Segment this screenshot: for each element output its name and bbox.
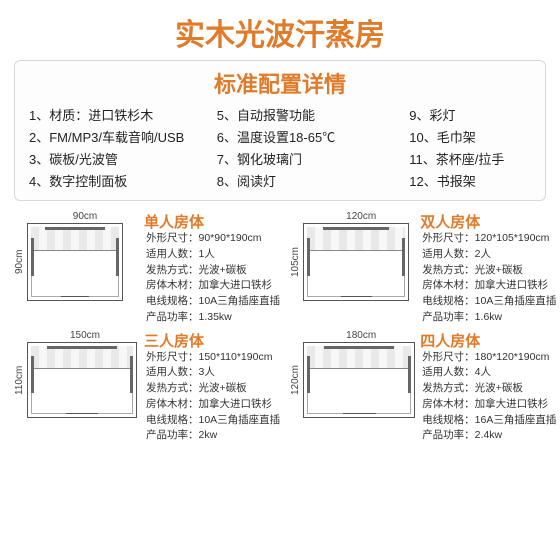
spec-material: 房体木材：加拿大进口铁杉 <box>146 397 280 413</box>
spec-capacity: 适用人数：1人 <box>146 247 280 263</box>
dim-height-label: 110cm <box>14 345 25 415</box>
spec-power: 产品功率：2.4kw <box>422 428 556 444</box>
spec-dims: 外形尺寸：150*110*190cm <box>146 350 280 366</box>
feature-item: 3、碳板/光波管 <box>29 149 211 168</box>
room-title: 四人房体 <box>420 330 480 351</box>
spec-material: 房体木材：加拿大进口铁杉 <box>422 397 556 413</box>
room-diagram: 90cm 90cm <box>14 211 142 326</box>
spec-heating: 发热方式：光波+碳板 <box>422 263 556 279</box>
spec-heating: 发热方式：光波+碳板 <box>146 263 280 279</box>
spec-wire: 电线规格：10A三角插座直插 <box>146 294 280 310</box>
dim-height-label: 105cm <box>290 227 301 297</box>
floor-plan <box>303 342 415 418</box>
feature-item: 10、毛巾架 <box>409 127 531 146</box>
feature-item: 7、钢化玻璃门 <box>217 149 404 168</box>
spec-capacity: 适用人数：4人 <box>422 365 556 381</box>
spec-wire: 电线规格：10A三角插座直插 <box>146 413 280 429</box>
feature-item: 12、书报架 <box>409 171 531 190</box>
spec-dims: 外形尺寸：120*105*190cm <box>422 231 556 247</box>
spec-heating: 发热方式：光波+碳板 <box>422 381 556 397</box>
spec-capacity: 适用人数：3人 <box>146 365 280 381</box>
feature-item: 6、温度设置18-65℃ <box>217 127 404 146</box>
dim-height-label: 90cm <box>14 227 25 297</box>
spec-material: 房体木材：加拿大进口铁杉 <box>146 278 280 294</box>
dim-width-label: 180cm <box>304 330 418 341</box>
floor-plan <box>303 223 409 301</box>
room-diagram: 150cm 110cm <box>14 330 142 445</box>
spec-material: 房体木材：加拿大进口铁杉 <box>422 278 556 294</box>
feature-item: 8、阅读灯 <box>217 171 404 190</box>
feature-item: 1、材质：进口铁杉木 <box>29 105 211 124</box>
feature-item: 4、数字控制面板 <box>29 171 211 190</box>
room-title: 三人房体 <box>144 330 204 351</box>
spec-power: 产品功率：1.35kw <box>146 310 280 326</box>
dim-width-label: 90cm <box>28 211 142 222</box>
room-diagram: 180cm 120cm <box>290 330 418 445</box>
room-card: 三人房体 150cm 110cm 外形尺寸：150*110*190cm 适用人数… <box>14 330 280 445</box>
spec-dims: 外形尺寸：180*120*190cm <box>422 350 556 366</box>
rooms-grid: 单人房体 90cm 90cm 外形尺寸：90*90*190cm 适用人数：1人 … <box>0 211 560 444</box>
spec-wire: 电线规格：10A三角插座直插 <box>422 294 556 310</box>
config-title: 标准配置详情 <box>29 67 531 99</box>
feature-item: 2、FM/MP3/车载音响/USB <box>29 127 211 146</box>
feature-item: 5、自动报警功能 <box>217 105 404 124</box>
room-card: 双人房体 120cm 105cm 外形尺寸：120*105*190cm 适用人数… <box>290 211 556 326</box>
feature-grid: 1、材质：进口铁杉木 5、自动报警功能 9、彩灯 2、FM/MP3/车载音响/USB 6… <box>29 105 531 190</box>
room-card: 单人房体 90cm 90cm 外形尺寸：90*90*190cm 适用人数：1人 … <box>14 211 280 326</box>
spec-wire: 电线规格：16A三角插座直插 <box>422 413 556 429</box>
floor-plan <box>27 223 123 301</box>
spec-power: 产品功率：2kw <box>146 428 280 444</box>
spec-power: 产品功率：1.6kw <box>422 310 556 326</box>
room-title: 双人房体 <box>420 211 480 232</box>
dim-width-label: 120cm <box>304 211 418 222</box>
config-box: 标准配置详情 1、材质：进口铁杉木 5、自动报警功能 9、彩灯 2、FM/MP3/车载… <box>14 60 546 201</box>
spec-capacity: 适用人数：2人 <box>422 247 556 263</box>
dim-width-label: 150cm <box>28 330 142 341</box>
feature-item: 9、彩灯 <box>409 105 531 124</box>
spec-heating: 发热方式：光波+碳板 <box>146 381 280 397</box>
room-diagram: 120cm 105cm <box>290 211 418 326</box>
dim-height-label: 120cm <box>290 345 301 415</box>
room-title: 单人房体 <box>144 211 204 232</box>
room-card: 四人房体 180cm 120cm 外形尺寸：180*120*190cm 适用人数… <box>290 330 556 445</box>
main-title: 实木光波汗蒸房 <box>0 0 560 60</box>
spec-dims: 外形尺寸：90*90*190cm <box>146 231 280 247</box>
feature-item: 11、茶杯座/拉手 <box>409 149 531 168</box>
floor-plan <box>27 342 137 418</box>
